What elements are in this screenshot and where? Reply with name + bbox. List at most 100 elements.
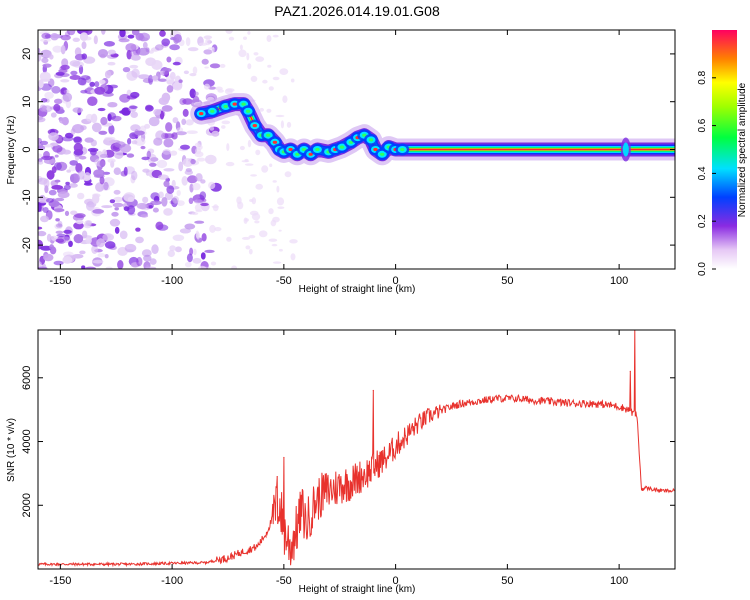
noise-blob [51, 185, 64, 190]
noise-blob [42, 207, 49, 213]
x-tick-label: -50 [276, 275, 292, 287]
ridge-blob-center [241, 102, 246, 106]
x-tick-label: 100 [610, 575, 628, 587]
noise-blob [39, 140, 49, 145]
noise-blob [258, 230, 268, 238]
noise-blob [247, 31, 251, 35]
noise-blob [210, 261, 217, 266]
noise-blob [119, 230, 128, 240]
ridge-blob-center [295, 152, 300, 156]
noise-blob [205, 38, 211, 46]
noise-blob [102, 233, 114, 242]
noise-blob [187, 47, 199, 52]
noise-blob [181, 176, 188, 186]
noise-blob [73, 136, 82, 143]
noise-blob [282, 95, 288, 103]
noise-blob [175, 131, 187, 136]
snr-frame [37, 329, 676, 570]
noise-blob [83, 223, 92, 229]
noise-blob [262, 79, 268, 84]
noise-blob [266, 35, 272, 42]
noise-blob [192, 66, 198, 75]
spectrogram-ridge [190, 93, 675, 166]
noise-blob [81, 41, 87, 50]
noise-blob [43, 253, 54, 262]
noise-blob [53, 103, 61, 112]
noise-blob [131, 68, 140, 78]
noise-blob [125, 43, 137, 52]
noise-blob [266, 108, 272, 113]
noise-blob [140, 214, 149, 218]
noise-blob [131, 170, 138, 181]
noise-blob [91, 245, 98, 254]
noise-blob [38, 266, 48, 269]
noise-blob [250, 174, 257, 177]
noise-blob [172, 61, 181, 66]
noise-blob [68, 240, 73, 247]
noise-blob [97, 253, 106, 258]
noise-blob [209, 63, 221, 69]
noise-blob [191, 212, 199, 216]
noise-blob [38, 203, 42, 212]
noise-blob [68, 165, 77, 172]
noise-blob [239, 145, 245, 151]
colorbar-tick-label: 0.2 [697, 214, 708, 228]
noise-blob [38, 54, 42, 62]
noise-blob [290, 253, 296, 261]
noise-blob [272, 216, 280, 223]
noise-blob [90, 139, 98, 147]
noise-blob [73, 234, 84, 244]
noise-blob [247, 63, 252, 70]
colorbar-tick-label: 0.0 [697, 262, 708, 276]
ridge-blob-center [400, 147, 405, 152]
noise-blob [79, 32, 89, 41]
noise-blob [38, 160, 44, 165]
noise-blob [57, 191, 70, 199]
noise-blob [38, 47, 41, 54]
noise-blob [163, 168, 175, 172]
noise-blob [247, 139, 252, 148]
spectrogram-noise [38, 30, 298, 269]
noise-blob [182, 98, 193, 105]
noise-blob [248, 248, 253, 255]
noise-blob [203, 49, 213, 55]
noise-blob [113, 189, 121, 195]
noise-blob [55, 218, 60, 222]
noise-blob [69, 75, 81, 80]
noise-blob [65, 181, 70, 186]
noise-blob [141, 249, 152, 257]
noise-blob [52, 144, 63, 153]
ridge-blob-center [210, 109, 215, 113]
noise-blob [79, 250, 86, 255]
noise-blob [225, 30, 233, 34]
noise-blob [135, 227, 141, 232]
noise-blob [72, 107, 84, 113]
noise-blob [58, 68, 68, 74]
noise-blob [39, 71, 51, 82]
noise-blob [62, 256, 73, 264]
noise-blob [158, 97, 169, 105]
noise-blob [123, 166, 128, 176]
noise-blob [189, 88, 196, 99]
noise-blob [148, 74, 154, 85]
noise-blob [276, 185, 280, 193]
noise-blob [78, 155, 87, 160]
noise-blob [122, 67, 131, 73]
x-tick-label: -150 [49, 575, 71, 587]
noise-blob [237, 201, 244, 210]
noise-blob [221, 120, 231, 125]
noise-blob [44, 185, 49, 194]
x-tick-label: -100 [161, 575, 183, 587]
noise-blob [100, 153, 108, 159]
noise-blob [85, 236, 92, 244]
noise-blob [130, 111, 138, 118]
noise-blob [92, 209, 105, 214]
noise-blob [211, 46, 215, 54]
noise-blob [196, 144, 203, 151]
noise-blob [83, 182, 93, 186]
noise-blob [97, 49, 109, 58]
noise-blob [176, 200, 185, 207]
noise-blob [138, 74, 150, 80]
noise-blob [148, 205, 153, 209]
noise-blob [150, 200, 162, 206]
